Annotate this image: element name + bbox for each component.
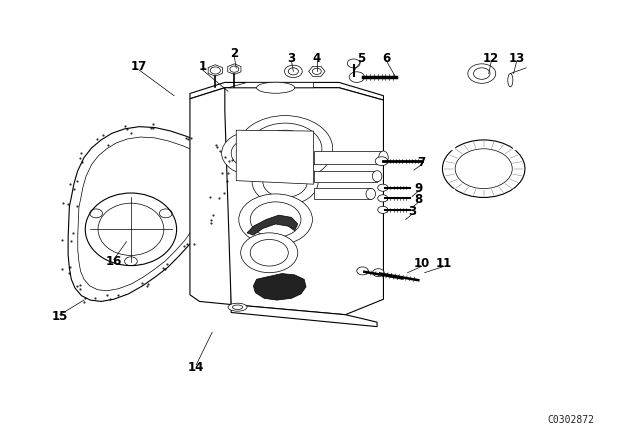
Ellipse shape [231, 138, 276, 169]
Ellipse shape [250, 202, 301, 237]
Ellipse shape [228, 303, 247, 311]
Polygon shape [314, 151, 383, 164]
Circle shape [348, 59, 360, 68]
Text: 8: 8 [414, 193, 422, 206]
Polygon shape [225, 88, 383, 314]
Polygon shape [228, 82, 314, 88]
Ellipse shape [250, 240, 288, 266]
Text: 14: 14 [188, 361, 204, 374]
Circle shape [378, 184, 388, 191]
Ellipse shape [269, 138, 301, 160]
Ellipse shape [455, 149, 512, 189]
Ellipse shape [241, 233, 298, 273]
Ellipse shape [239, 194, 312, 245]
Ellipse shape [379, 151, 388, 164]
Text: 17: 17 [131, 60, 147, 73]
Text: 2: 2 [230, 47, 239, 60]
Ellipse shape [257, 82, 294, 93]
Circle shape [378, 206, 388, 213]
Polygon shape [236, 130, 314, 184]
Ellipse shape [372, 171, 382, 182]
Circle shape [378, 195, 388, 202]
Text: 4: 4 [313, 52, 321, 65]
Ellipse shape [259, 130, 312, 168]
Polygon shape [314, 188, 371, 199]
Polygon shape [247, 215, 298, 235]
Circle shape [284, 65, 302, 78]
Text: 3: 3 [287, 52, 296, 65]
Polygon shape [208, 65, 223, 76]
Ellipse shape [248, 123, 322, 174]
Polygon shape [308, 66, 325, 76]
Text: 13: 13 [509, 52, 525, 65]
Polygon shape [190, 88, 231, 305]
Polygon shape [190, 82, 383, 100]
Circle shape [474, 68, 490, 79]
Circle shape [375, 157, 388, 166]
Text: 12: 12 [483, 52, 499, 65]
Text: C0302872: C0302872 [547, 414, 594, 425]
Circle shape [372, 269, 384, 277]
Text: 1: 1 [198, 60, 207, 73]
Text: 3: 3 [408, 205, 416, 218]
Ellipse shape [366, 188, 376, 199]
Polygon shape [231, 305, 377, 327]
Polygon shape [314, 171, 377, 182]
Text: 7: 7 [417, 155, 426, 168]
Text: 11: 11 [436, 257, 452, 270]
Polygon shape [228, 64, 241, 74]
Text: 9: 9 [414, 182, 422, 195]
Text: 6: 6 [383, 52, 391, 65]
Text: 10: 10 [413, 257, 429, 270]
Circle shape [468, 64, 496, 83]
Polygon shape [253, 274, 306, 300]
Ellipse shape [442, 140, 525, 198]
Circle shape [356, 267, 368, 275]
Ellipse shape [508, 73, 513, 87]
Text: 16: 16 [106, 255, 122, 268]
Text: 5: 5 [357, 52, 365, 65]
Ellipse shape [263, 167, 307, 198]
Ellipse shape [252, 159, 318, 205]
Ellipse shape [221, 131, 285, 175]
Circle shape [349, 72, 364, 82]
Text: 15: 15 [52, 310, 68, 323]
